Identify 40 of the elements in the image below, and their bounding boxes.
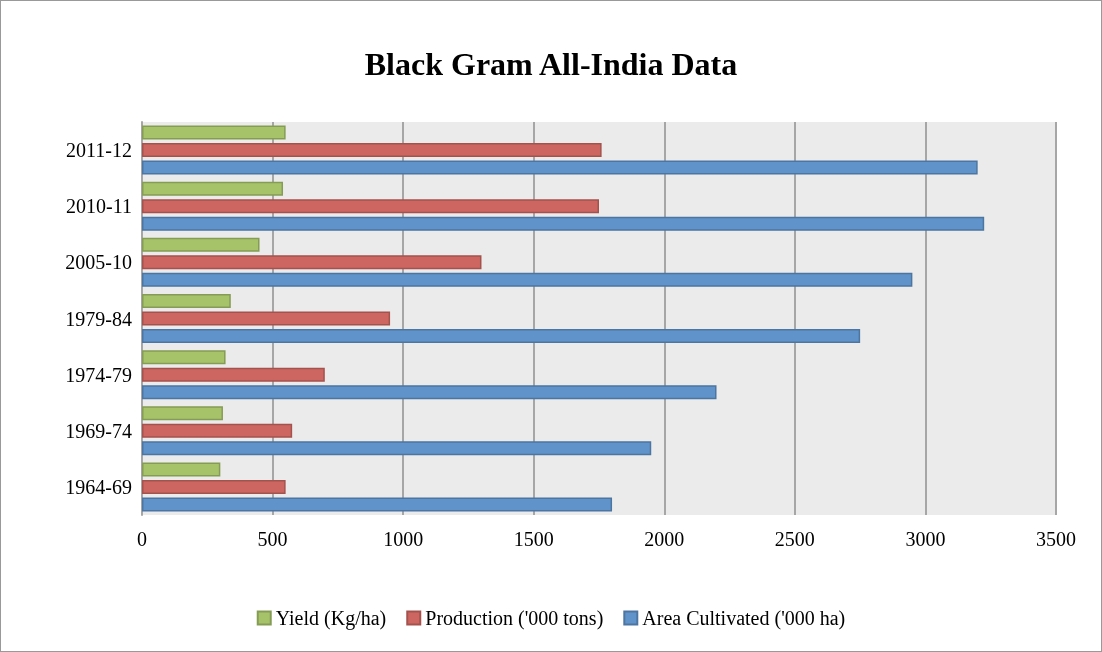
x-tick-label: 3000 [905,528,946,550]
bar [142,441,652,456]
x-tick-label: 0 [137,528,147,550]
y-tick-label: 1979-84 [65,307,132,330]
y-tick-label: 1974-79 [65,363,132,386]
legend-label: Yield (Kg/ha) [275,607,387,630]
y-tick-label: 1964-69 [65,475,132,498]
bar [142,329,861,343]
bar [142,294,231,308]
y-tick-label: 2005-10 [65,251,132,274]
bar [142,181,284,196]
x-tick-label: 1000 [383,528,424,550]
bar [142,199,599,214]
bar [142,255,482,270]
legend-label: Production ('000 tons) [425,607,604,630]
bar [142,311,391,326]
x-tick-label: 3500 [1036,528,1076,550]
bar [142,497,613,512]
bar [142,423,293,438]
bar [142,462,221,477]
x-tick-label: 1500 [513,528,554,550]
bar [142,216,985,231]
legend-label: Area Cultivated ('000 ha) [642,607,846,630]
bar [142,350,226,365]
bar [142,406,223,421]
x-tick-label: 2000 [644,528,685,550]
bar [142,143,602,158]
bar [142,125,286,140]
bar [142,479,286,494]
bar [142,272,913,287]
x-tick-label: 500 [257,528,288,550]
bar [142,237,260,252]
bar [142,385,717,400]
bar [142,160,978,175]
y-tick-label: 2010-11 [66,195,132,218]
y-tick-label: 2011-12 [66,139,132,162]
bar [142,367,325,382]
chart-title: Black Gram All-India Data [364,46,738,82]
x-tick-label: 2500 [774,528,815,550]
y-tick-label: 1969-74 [65,419,132,442]
